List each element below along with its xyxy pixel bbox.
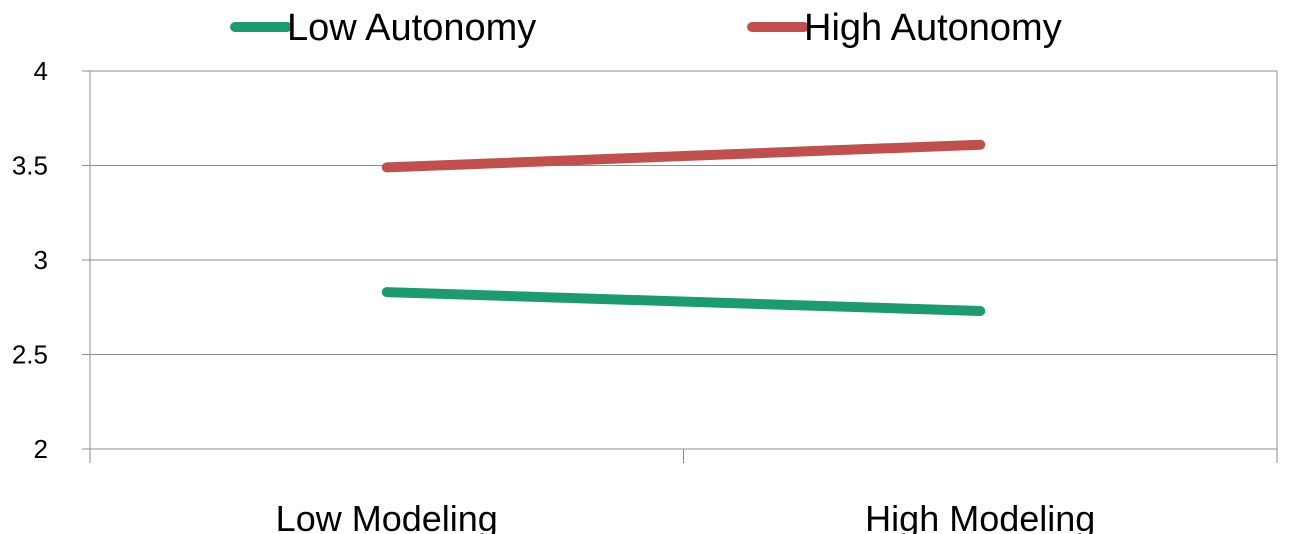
plot-area: 2 2.5 3 3.5 4 Low Modeling High Modeling — [12, 56, 1278, 534]
legend-label-0: Low Autonomy — [287, 7, 536, 49]
y-axis-ticks: 2 2.5 3 3.5 4 — [12, 56, 90, 464]
y-tick-label-0: 2 — [34, 434, 48, 464]
y-tick-label-2: 3 — [34, 245, 48, 275]
series-group — [381, 139, 986, 317]
y-tick-label-3: 3.5 — [12, 151, 48, 181]
x-tick-label-1: High Modeling — [865, 498, 1095, 534]
gridlines — [90, 70, 1277, 450]
x-axis-ticks: Low Modeling High Modeling — [89, 449, 1278, 534]
legend-label-1: High Autonomy — [804, 7, 1062, 49]
series-line-1 — [381, 139, 986, 173]
y-tick-label-1: 2.5 — [12, 340, 48, 370]
series-line-0 — [381, 287, 986, 317]
legend-item-1: High Autonomy — [747, 7, 1062, 49]
legend-item-0: Low Autonomy — [230, 7, 536, 49]
y-tick-label-4: 4 — [34, 56, 48, 86]
legend: Low Autonomy High Autonomy — [230, 7, 1062, 49]
x-tick-label-0: Low Modeling — [276, 498, 498, 534]
